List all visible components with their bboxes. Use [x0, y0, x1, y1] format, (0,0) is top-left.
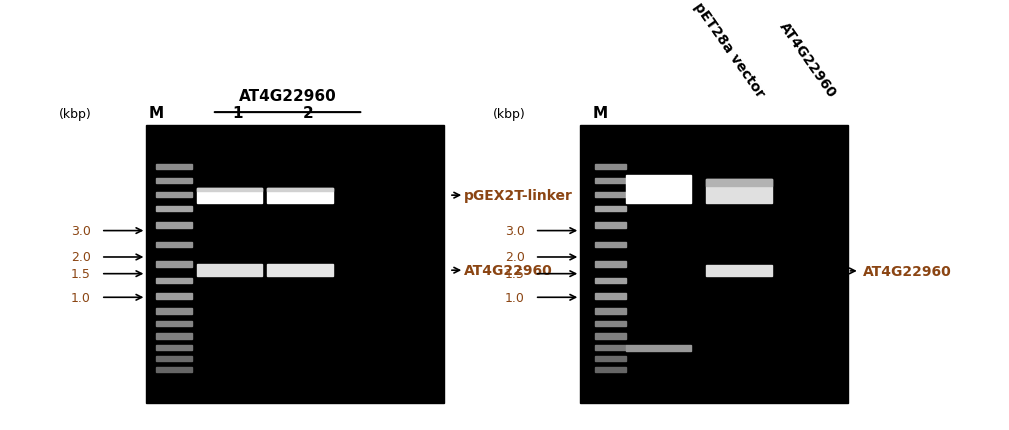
Bar	[595, 345, 626, 350]
Bar	[146, 126, 444, 403]
Bar	[156, 178, 192, 184]
Text: AT4G22960: AT4G22960	[863, 264, 951, 278]
Bar	[156, 278, 192, 284]
Text: 1.5: 1.5	[504, 267, 525, 280]
Bar	[267, 188, 333, 192]
Bar	[706, 180, 772, 203]
Text: (kbp): (kbp)	[60, 108, 92, 121]
Bar	[595, 223, 626, 228]
Text: 3.0: 3.0	[504, 224, 525, 237]
Text: 2.0: 2.0	[71, 251, 91, 264]
Bar	[156, 261, 192, 267]
Text: AT4G22960: AT4G22960	[239, 89, 336, 104]
Bar	[156, 206, 192, 212]
Bar	[197, 264, 262, 277]
Bar	[595, 294, 626, 299]
Text: 2: 2	[303, 106, 313, 121]
Bar	[595, 206, 626, 212]
Text: AT4G22960: AT4G22960	[777, 20, 839, 100]
Bar	[595, 261, 626, 267]
Bar	[156, 356, 192, 361]
Text: pGEX2T-linker: pGEX2T-linker	[464, 189, 573, 203]
Bar	[595, 165, 626, 170]
Bar	[595, 367, 626, 372]
Text: M: M	[149, 106, 163, 121]
Bar	[156, 242, 192, 248]
Text: AT4G22960: AT4G22960	[464, 264, 553, 277]
Bar	[156, 165, 192, 170]
Text: pET28a vector: pET28a vector	[691, 0, 767, 100]
Bar	[156, 309, 192, 314]
Bar	[595, 356, 626, 361]
Bar	[156, 345, 192, 350]
Text: 3.0: 3.0	[71, 224, 91, 237]
Bar	[595, 278, 626, 284]
Text: 1.0: 1.0	[71, 291, 91, 304]
Text: M: M	[593, 106, 607, 121]
Bar	[580, 126, 848, 403]
Bar	[156, 223, 192, 228]
Bar	[267, 264, 333, 277]
Bar	[595, 242, 626, 248]
Bar	[156, 294, 192, 299]
Bar	[197, 188, 262, 192]
Text: 2.0: 2.0	[504, 251, 525, 264]
Bar	[156, 367, 192, 372]
Bar	[595, 192, 626, 198]
Text: (kbp): (kbp)	[493, 108, 526, 121]
Bar	[706, 266, 772, 277]
Bar	[626, 175, 691, 203]
Bar	[595, 334, 626, 339]
Bar	[197, 188, 262, 203]
Bar	[156, 334, 192, 339]
Bar	[595, 178, 626, 184]
Bar	[267, 188, 333, 203]
Bar	[156, 321, 192, 327]
Text: 1.5: 1.5	[71, 267, 91, 280]
Text: 1.0: 1.0	[504, 291, 525, 304]
Bar	[626, 345, 691, 352]
Bar	[595, 321, 626, 327]
Text: 1: 1	[232, 106, 242, 121]
Bar	[595, 309, 626, 314]
Bar	[706, 180, 772, 187]
Bar	[156, 192, 192, 198]
